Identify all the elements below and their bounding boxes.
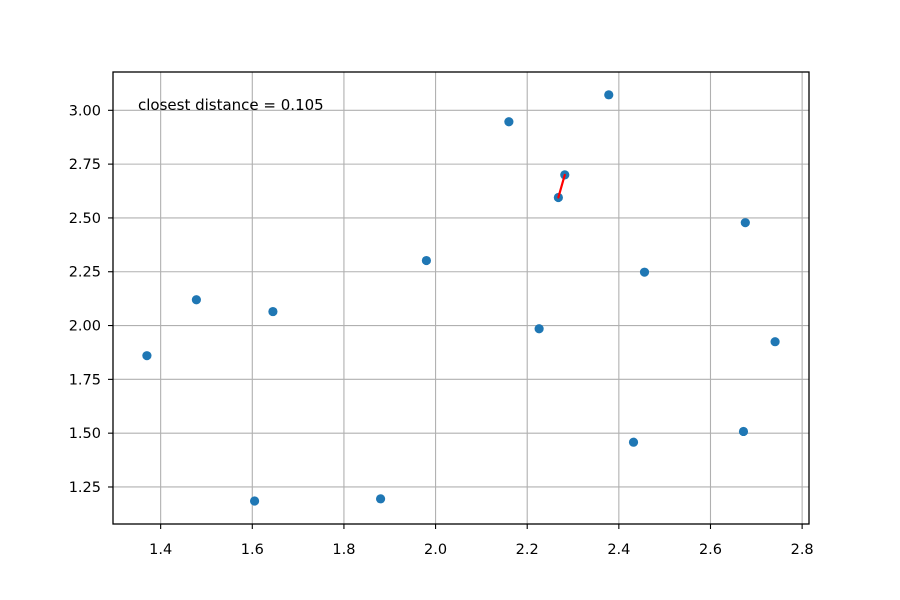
plot-frame bbox=[112, 71, 810, 525]
y-tick-label: 1.50 bbox=[69, 426, 101, 442]
scatter-point bbox=[421, 255, 432, 266]
x-tick-label: 2.2 bbox=[516, 542, 539, 558]
y-tick-label: 2.25 bbox=[69, 265, 101, 281]
closest-distance-annotation: closest distance = 0.105 bbox=[138, 96, 324, 114]
scatter-point bbox=[142, 351, 152, 361]
scatter-point bbox=[639, 267, 650, 277]
y-axis: 1.25 1.50 1.75 2.00 2.25 2.50 2.75 3.00 bbox=[69, 103, 101, 496]
x-tick-label: 2.0 bbox=[424, 542, 447, 558]
tick-marks bbox=[108, 109, 803, 529]
scatter-point bbox=[604, 90, 614, 100]
y-tick-label: 3.00 bbox=[69, 103, 101, 119]
y-tick-label: 1.25 bbox=[69, 480, 101, 496]
x-tick-label: 1.4 bbox=[149, 542, 172, 558]
x-axis: 1.4 1.6 1.8 2.0 2.2 2.4 2.6 2.8 bbox=[149, 542, 814, 558]
data-points bbox=[142, 90, 780, 506]
y-tick-label: 2.00 bbox=[69, 319, 101, 335]
x-tick-label: 1.8 bbox=[332, 542, 355, 558]
y-tick-label: 1.75 bbox=[69, 372, 101, 388]
scatter-point bbox=[375, 494, 386, 504]
scatter-point bbox=[770, 337, 780, 347]
y-tick-label: 2.50 bbox=[69, 211, 101, 227]
closest-pair-line bbox=[557, 173, 566, 199]
scatter-point bbox=[628, 437, 639, 447]
x-tick-label: 2.4 bbox=[607, 542, 630, 558]
scatter-point bbox=[740, 218, 750, 228]
y-tick-label: 2.75 bbox=[69, 157, 101, 173]
x-tick-label: 2.8 bbox=[791, 542, 814, 558]
grid-lines bbox=[113, 72, 809, 524]
scatter-point bbox=[268, 306, 278, 317]
scatter-point bbox=[249, 496, 260, 506]
scatter-point bbox=[738, 426, 749, 437]
x-tick-label: 2.6 bbox=[699, 542, 722, 558]
scatter-point bbox=[191, 295, 201, 305]
scatter-point bbox=[534, 324, 544, 334]
x-tick-label: 1.6 bbox=[241, 542, 264, 558]
scatter-point bbox=[504, 117, 514, 127]
